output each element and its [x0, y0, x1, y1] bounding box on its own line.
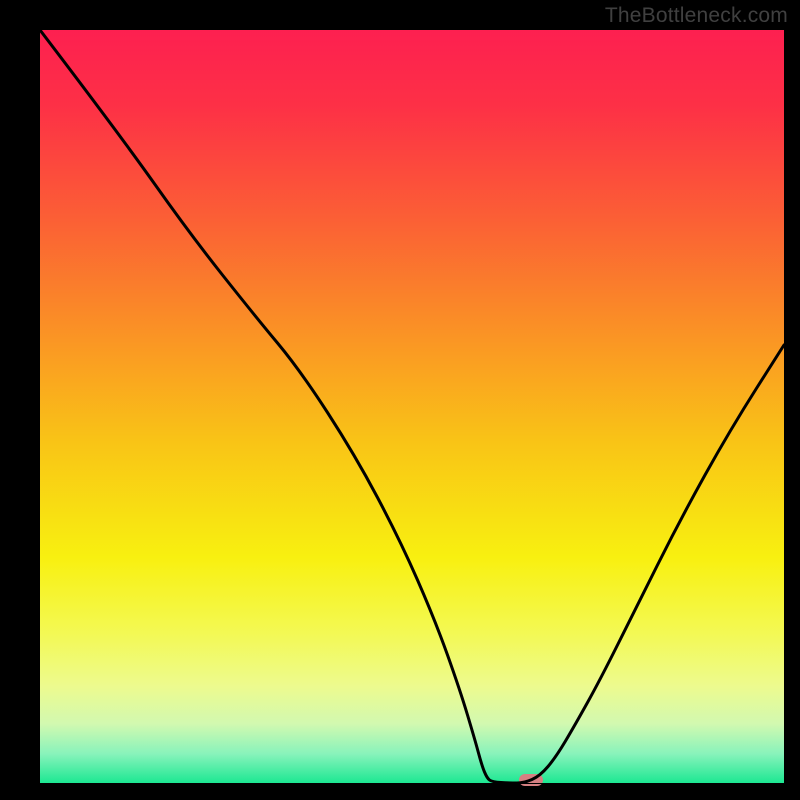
plot-background — [40, 30, 784, 784]
watermark-text: TheBottleneck.com — [605, 4, 788, 28]
chart-frame: TheBottleneck.com — [0, 0, 800, 800]
bottleneck-chart — [0, 0, 800, 800]
baseline — [40, 783, 784, 784]
